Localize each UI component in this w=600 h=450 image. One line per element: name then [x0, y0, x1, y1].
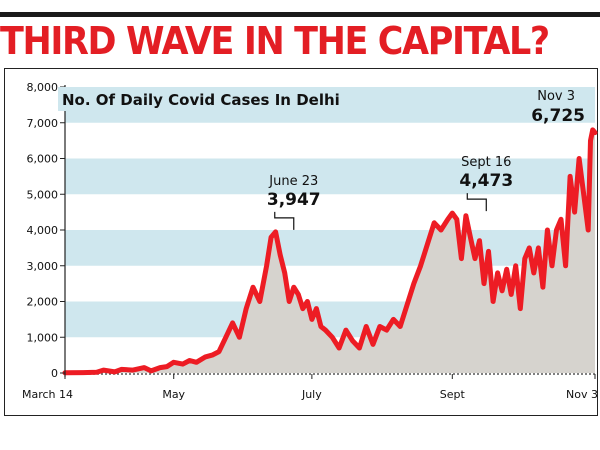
- area-layer: [65, 129, 595, 375]
- y-tick-label: 5,000: [27, 188, 59, 201]
- y-tick-label: 7,000: [27, 117, 59, 130]
- headline: THIRD WAVE IN THE CAPITAL?: [0, 19, 550, 63]
- chart-frame: [4, 68, 598, 416]
- x-tick-label: July: [301, 388, 322, 401]
- annotations: June 233,947 Sept 164,473 Nov 3 6,725: [267, 89, 585, 230]
- cases-line: [62, 127, 598, 376]
- annotation-date: Sept 16: [461, 155, 511, 170]
- chart-title-background: [58, 87, 358, 111]
- y-tick-label: 0: [51, 367, 58, 380]
- y-tick-label: 2,000: [27, 296, 59, 309]
- annotation-value: 4,473: [459, 171, 513, 191]
- y-tick-label: 8,000: [27, 81, 59, 94]
- annotation-leader: [274, 211, 295, 230]
- y-axis-ticks: 0 1,000 2,000 3,000 4,000 5,000 6,000 7,000 8,00…: [27, 81, 65, 380]
- x-tick-label: May: [162, 388, 185, 401]
- x-tick-label: Nov 3: [566, 388, 598, 401]
- x-tick-label: March 14: [22, 388, 73, 401]
- y-tick-label: 1,000: [27, 331, 59, 344]
- chart-title: No. Of Daily Covid Cases In Delhi: [62, 91, 340, 109]
- x-axis-ticks: March 14 May July Sept Nov 3: [22, 374, 598, 401]
- top-rule: [0, 12, 600, 17]
- annotation-date: Nov 3: [537, 89, 575, 104]
- y-tick-label: 4,000: [27, 224, 59, 237]
- y-tick-label: 3,000: [27, 260, 59, 273]
- y-tick-label: 6,000: [27, 153, 59, 166]
- cases-area: [65, 129, 595, 373]
- x-tick-label: Sept: [440, 388, 466, 401]
- annotation-date: June 23: [268, 174, 318, 189]
- annotation-leader: [466, 193, 487, 212]
- grid-band: [65, 230, 595, 266]
- grid-band: [65, 158, 595, 195]
- annotation-value: 6,725: [531, 106, 585, 126]
- line-layer: [62, 127, 598, 376]
- annotation-value: 3,947: [267, 190, 321, 210]
